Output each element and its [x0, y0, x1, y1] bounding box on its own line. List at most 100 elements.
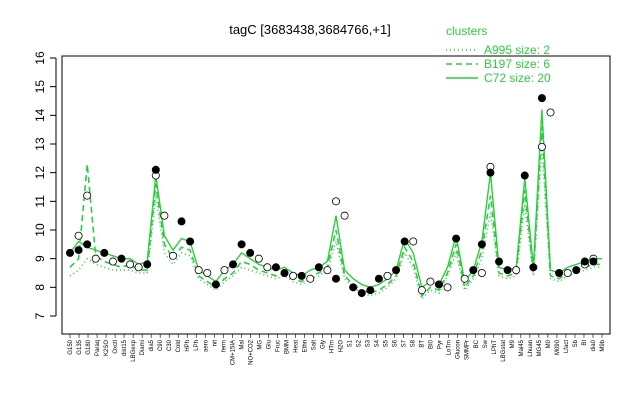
- legend-label-b197: B197 size: 6: [484, 57, 550, 71]
- y-tick-label: 14: [33, 108, 47, 122]
- data-point-open: [83, 191, 92, 200]
- data-point: [237, 240, 246, 249]
- x-tick-label: aero: [203, 339, 209, 352]
- data-point-open: [443, 283, 452, 292]
- data-point: [177, 217, 186, 226]
- data-point-open: [340, 211, 349, 220]
- data-point: [452, 234, 461, 243]
- data-point-open: [160, 211, 169, 220]
- data-point: [374, 274, 383, 283]
- data-point-open: [91, 254, 100, 263]
- data-point-open: [460, 274, 469, 283]
- x-tick-label: dia0: [591, 339, 597, 351]
- data-point: [392, 266, 401, 275]
- data-point-open: [537, 142, 546, 151]
- x-tick-label: S7: [402, 339, 408, 347]
- x-tick-label: S2: [357, 339, 363, 347]
- x-tick-label: S6: [393, 339, 399, 347]
- x-tick-label: G180: [86, 339, 92, 354]
- data-point-open: [220, 266, 229, 275]
- data-point: [229, 260, 238, 269]
- data-point: [495, 257, 504, 266]
- points-layer: [66, 94, 598, 298]
- x-tick-label: Glucon: [456, 340, 462, 359]
- y-axis: 7 8 9 10 11 12 13 14 15 16: [33, 51, 57, 319]
- x-tick-label: MG45: [537, 339, 543, 356]
- data-point-open: [306, 274, 315, 283]
- x-tick-label: NO+CO2: [248, 339, 254, 365]
- data-point: [314, 263, 323, 272]
- data-point-open: [74, 231, 83, 240]
- x-tick-label: C30: [167, 339, 173, 351]
- x-tick-label: S3: [366, 339, 372, 347]
- data-point-open: [203, 268, 212, 277]
- data-point: [477, 240, 486, 249]
- x-tick-label: BI: [582, 340, 588, 346]
- data-point: [520, 171, 529, 180]
- data-point-open: [426, 277, 435, 286]
- y-tick-label: 13: [33, 137, 47, 151]
- data-point: [74, 246, 83, 255]
- data-point-open: [108, 257, 117, 266]
- x-tick-label: BI0: [429, 339, 435, 349]
- x-tick-label: Sw: [483, 339, 489, 348]
- x-tick-label: Gly: [320, 340, 326, 349]
- x-axis-labels: G150 G135 G180 Paraq K2SO Oxctl dist15 LBGexp Di…: [68, 334, 606, 365]
- data-point-open: [289, 271, 298, 280]
- x-tick-label: BC: [474, 339, 480, 348]
- data-point: [486, 168, 495, 177]
- data-point-open: [323, 266, 332, 275]
- x-tick-label: Sb: [573, 339, 579, 347]
- x-tick-label: Lhuan: [528, 340, 534, 357]
- data-point: [349, 283, 358, 292]
- legend-label-c72: C72 size: 20: [484, 71, 551, 85]
- data-point: [100, 248, 109, 257]
- x-tick-label: C90: [158, 339, 164, 351]
- data-point-open: [409, 237, 418, 246]
- x-tick-label: dist15: [122, 339, 128, 356]
- x-tick-label: Pyr: [438, 340, 444, 349]
- x-tick-label: M9: [510, 339, 516, 348]
- series-line-dashed: [69, 126, 602, 298]
- x-tick-label: K2SO: [104, 340, 110, 356]
- data-point: [366, 286, 375, 295]
- data-point: [572, 266, 581, 275]
- data-point-open: [134, 263, 143, 272]
- plot-area: [61, 55, 611, 335]
- y-tick-label: 11: [33, 195, 47, 208]
- plot-frame: [61, 55, 611, 335]
- x-tick-label: Ethn: [302, 340, 308, 352]
- data-point: [503, 266, 512, 275]
- data-point: [537, 94, 546, 103]
- x-tick-label: Cold: [176, 340, 182, 352]
- data-point: [434, 280, 443, 289]
- data-point-open: [194, 266, 203, 275]
- x-tick-label: HPh: [185, 340, 191, 352]
- data-point: [271, 263, 280, 272]
- y-tick-label: 12: [33, 166, 47, 180]
- x-tick-label: LBGstat: [501, 340, 507, 362]
- legend: clusters A995 size: 2 B197 size: 6 C72 s…: [446, 24, 551, 85]
- data-point: [66, 248, 75, 257]
- x-tick-label: nit: [212, 340, 218, 347]
- data-point: [211, 280, 220, 289]
- x-tick-label: MG: [257, 340, 263, 350]
- y-tick-label: 8: [33, 284, 47, 291]
- x-tick-label: M090: [555, 339, 561, 355]
- legend-label-a995: A995 size: 2: [484, 43, 550, 57]
- series-line-dotted: [69, 146, 602, 301]
- x-tick-label: M9b: [600, 339, 606, 351]
- x-tick-label: G150: [68, 339, 74, 354]
- data-point: [117, 254, 126, 263]
- x-tick-label: H2O: [339, 340, 345, 353]
- data-point: [555, 268, 564, 277]
- y-tick-label: 9: [33, 255, 47, 262]
- x-tick-label: Lfact: [564, 340, 570, 353]
- x-tick-label: S4: [375, 339, 381, 347]
- data-point: [151, 165, 160, 174]
- data-point-open: [254, 254, 263, 263]
- data-point: [246, 248, 255, 257]
- x-tick-label: LPh: [194, 340, 200, 351]
- x-tick-label: dia5: [149, 339, 155, 351]
